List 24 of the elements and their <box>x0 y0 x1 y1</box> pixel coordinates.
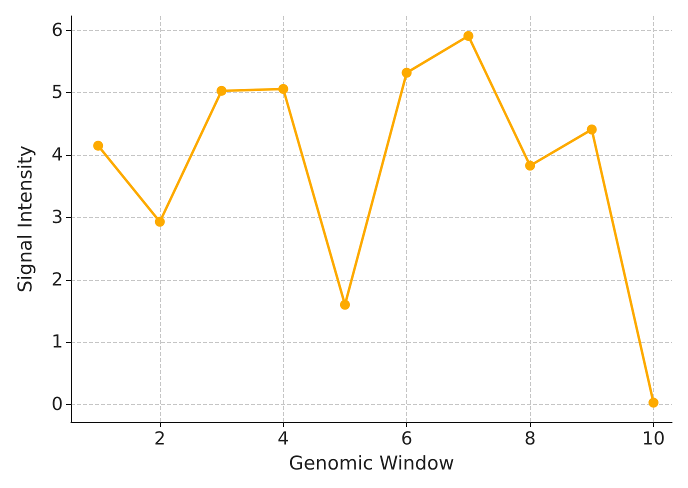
point <box>402 68 412 78</box>
point <box>648 398 658 408</box>
point <box>463 30 474 41</box>
x-tick-label: 2 <box>154 428 166 450</box>
y-tick-label: 0 <box>52 394 63 416</box>
y-tick-label: 6 <box>52 20 63 41</box>
y-tick-label: 2 <box>52 269 63 290</box>
point <box>278 84 288 94</box>
y-axis-title: Signal Intensity <box>14 145 36 293</box>
y-tick-label: 3 <box>52 206 63 228</box>
y-tick-label: 4 <box>52 144 63 166</box>
point <box>525 160 536 171</box>
y-tick-label: 5 <box>52 82 63 104</box>
point <box>340 300 350 310</box>
x-tick-label: 10 <box>642 428 665 450</box>
x-tick-label: 8 <box>524 428 536 450</box>
point <box>93 140 104 151</box>
x-tick-label: 4 <box>278 428 289 450</box>
point <box>216 86 227 96</box>
point <box>586 124 597 135</box>
x-axis-title: Genomic Window <box>288 452 454 474</box>
y-tick-label: 1 <box>52 332 63 353</box>
point <box>154 216 165 227</box>
x-tick-label: 6 <box>400 428 412 450</box>
